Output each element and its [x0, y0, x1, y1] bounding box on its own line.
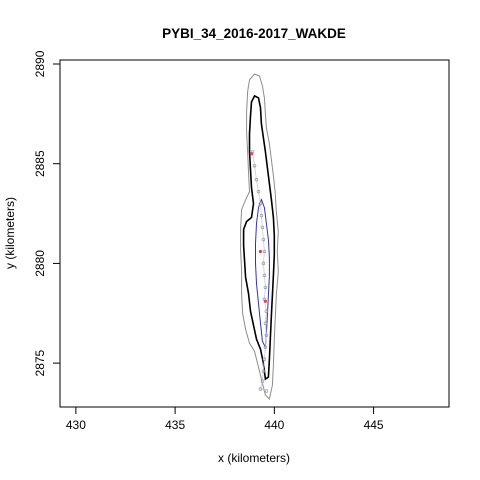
data-point [259, 213, 264, 218]
contour-middle [242, 94, 276, 381]
contour-inner [255, 198, 270, 350]
x-axis-label: x (kilometers) [218, 451, 290, 465]
marked-point [263, 299, 268, 303]
marked-point [258, 249, 263, 254]
data-point [254, 177, 259, 182]
y-tick-label: 2885 [33, 150, 47, 177]
data-point [263, 345, 268, 349]
data-point [261, 237, 266, 242]
marked-point [249, 152, 254, 156]
data-point [258, 387, 263, 391]
data-point [262, 357, 267, 361]
contour-outer [240, 73, 279, 401]
plot-frame [59, 59, 450, 408]
y-axis-label: y (kilometers) [3, 197, 17, 269]
data-point [264, 333, 269, 337]
data-point [260, 225, 265, 230]
x-tick-label: 430 [66, 418, 86, 432]
x-tick-label: 435 [165, 418, 185, 432]
y-tick-label: 2890 [33, 50, 47, 77]
contour-lines [240, 73, 279, 401]
data-point [261, 261, 266, 266]
track-line [252, 151, 267, 392]
y-tick-label: 2880 [33, 250, 47, 277]
x-axis: 430 435 440 445 [66, 407, 384, 432]
data-point [262, 249, 267, 254]
chart-title: PYBI_34_2016-2017_WAKDE [162, 26, 346, 41]
x-tick-label: 440 [264, 418, 284, 432]
data-point [264, 309, 269, 314]
data-point [263, 285, 268, 290]
x-tick-label: 445 [364, 418, 384, 432]
data-point [262, 273, 267, 278]
data-point [261, 369, 266, 373]
data-point [252, 163, 257, 168]
location-points [249, 149, 269, 393]
data-point [260, 379, 265, 383]
y-tick-label: 2875 [33, 349, 47, 376]
data-point [258, 201, 263, 206]
y-axis: 2875 2880 2885 2890 [33, 50, 60, 376]
data-point [264, 389, 269, 393]
data-point [263, 321, 268, 325]
data-point [256, 189, 261, 194]
